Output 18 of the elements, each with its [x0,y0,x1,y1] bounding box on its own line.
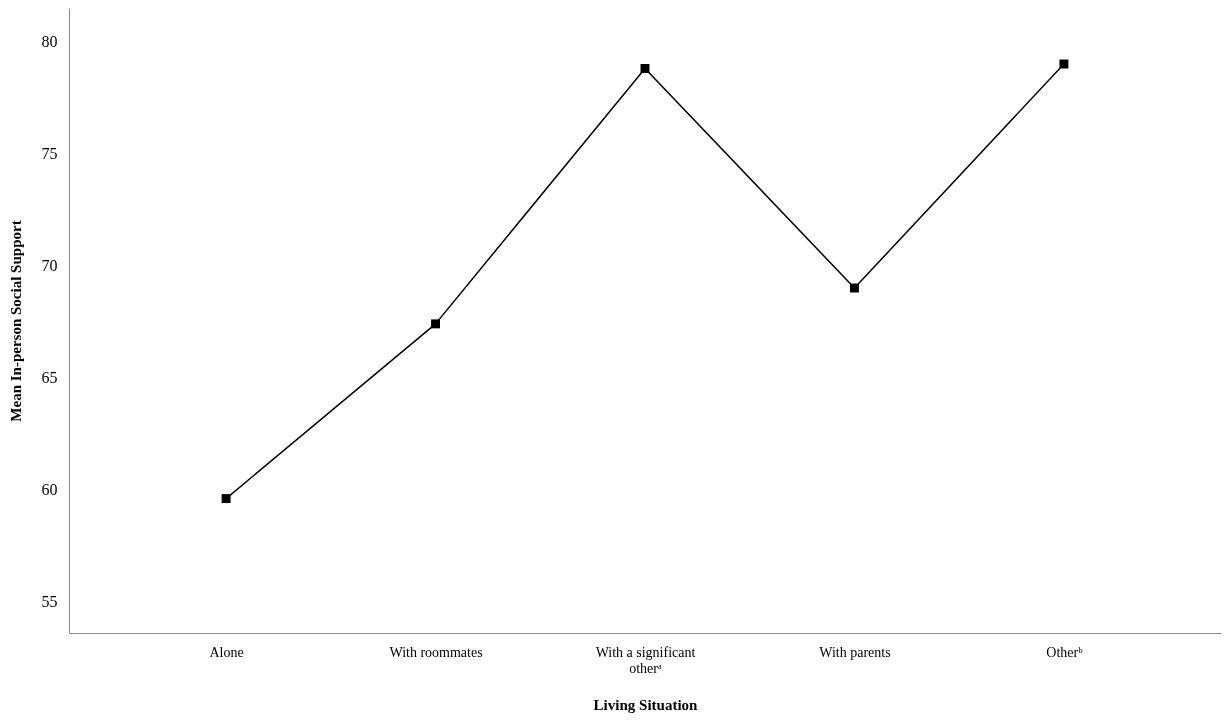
y-tick-label: 70 [41,257,58,275]
x-tick-label: With roommates [389,644,483,660]
x-tick-label: Alone [209,644,244,660]
y-tick-label: 75 [41,145,58,163]
y-tick-label: 65 [41,369,58,387]
point [1059,59,1069,69]
point [849,283,859,293]
y-axis-title: Mean In-person Social Support [7,220,24,422]
y-tick-label: 60 [41,481,58,499]
x-tick-label: Otherᵇ [1046,644,1084,660]
x-tick-label: With a significant otherᵃ [595,644,696,676]
point [640,64,650,73]
y-tick-label: 55 [41,593,58,611]
point [431,319,441,329]
point [221,494,231,504]
y-tick-label: 80 [41,33,58,51]
x-axis-title: Living Situation [593,696,699,713]
x-tick-label: With parents [819,644,891,660]
